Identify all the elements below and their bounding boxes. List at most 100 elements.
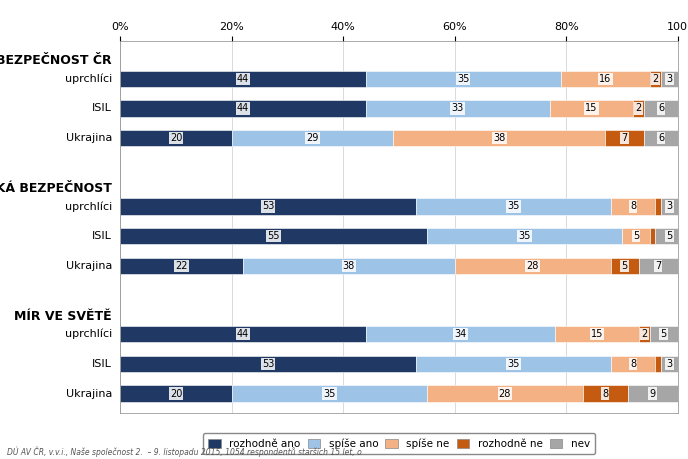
Bar xyxy=(656,198,661,215)
Text: 22: 22 xyxy=(175,261,188,271)
Bar xyxy=(365,100,550,117)
Text: DÚ AV ČR, v.v.i., Naše společnost 2.  – 9. listopadu 2015, 1054 respondentů star: DÚ AV ČR, v.v.i., Naše společnost 2. – 9… xyxy=(7,446,362,457)
Bar xyxy=(611,198,656,215)
Bar xyxy=(550,100,633,117)
Bar xyxy=(232,130,394,146)
Bar xyxy=(120,356,416,372)
Text: 9: 9 xyxy=(649,388,656,398)
Text: 5: 5 xyxy=(622,261,628,271)
Bar xyxy=(622,228,650,244)
Bar xyxy=(649,71,661,87)
Text: Ukrajina: Ukrajina xyxy=(65,261,112,271)
Text: 44: 44 xyxy=(237,103,249,113)
Text: 38: 38 xyxy=(343,261,355,271)
Bar xyxy=(120,100,365,117)
Text: 38: 38 xyxy=(493,133,506,143)
Bar xyxy=(455,257,611,274)
Text: 2: 2 xyxy=(641,329,647,339)
Text: 6: 6 xyxy=(658,103,664,113)
Bar xyxy=(627,386,678,402)
Bar xyxy=(427,228,622,244)
Text: 53: 53 xyxy=(262,359,275,369)
Text: 34: 34 xyxy=(454,329,466,339)
Text: 35: 35 xyxy=(457,74,469,84)
Text: 16: 16 xyxy=(599,74,612,84)
Bar xyxy=(656,228,683,244)
Bar xyxy=(605,130,644,146)
Text: uprchlíci: uprchlíci xyxy=(65,73,112,84)
Text: 3: 3 xyxy=(666,359,672,369)
Text: 28: 28 xyxy=(499,388,511,398)
Legend: rozhodně ano, spíše ano, spíše ne, rozhodně ne, nev: rozhodně ano, spíše ano, spíše ne, rozho… xyxy=(203,433,595,454)
Text: 8: 8 xyxy=(602,388,608,398)
Bar xyxy=(365,326,555,342)
Text: 20: 20 xyxy=(170,388,182,398)
Bar xyxy=(394,130,605,146)
Bar xyxy=(583,386,627,402)
Text: ISIL: ISIL xyxy=(92,359,112,369)
Bar xyxy=(633,100,644,117)
Bar xyxy=(649,228,656,244)
Bar xyxy=(649,326,678,342)
Text: 8: 8 xyxy=(630,202,636,212)
Text: ISIL: ISIL xyxy=(92,103,112,113)
Text: 15: 15 xyxy=(585,103,597,113)
Bar xyxy=(661,356,678,372)
Text: 29: 29 xyxy=(306,133,319,143)
Text: 5: 5 xyxy=(666,231,672,241)
Bar xyxy=(611,356,656,372)
Bar xyxy=(232,386,427,402)
Text: 2: 2 xyxy=(636,103,642,113)
Text: 35: 35 xyxy=(507,359,519,369)
Text: 35: 35 xyxy=(507,202,519,212)
Bar xyxy=(120,130,232,146)
Text: 55: 55 xyxy=(268,231,280,241)
Bar xyxy=(661,198,678,215)
Bar xyxy=(638,326,649,342)
Bar xyxy=(120,228,427,244)
Text: 20: 20 xyxy=(170,133,182,143)
Bar xyxy=(561,71,649,87)
Text: 33: 33 xyxy=(451,103,464,113)
Text: 15: 15 xyxy=(591,329,603,339)
Bar xyxy=(120,198,416,215)
Text: 3: 3 xyxy=(666,74,672,84)
Text: uprchlíci: uprchlíci xyxy=(65,201,112,212)
Bar xyxy=(644,100,678,117)
Text: 5: 5 xyxy=(633,231,639,241)
Text: ISIL: ISIL xyxy=(92,231,112,241)
Text: MÍR VE SVĚTĚ: MÍR VE SVĚTĚ xyxy=(14,310,112,323)
Text: 7: 7 xyxy=(655,261,661,271)
Bar xyxy=(120,386,232,402)
Bar xyxy=(120,326,365,342)
Text: Ukrajina: Ukrajina xyxy=(65,388,112,398)
Bar xyxy=(416,198,611,215)
Bar xyxy=(644,130,678,146)
Text: 53: 53 xyxy=(262,202,275,212)
Text: 35: 35 xyxy=(518,231,530,241)
Text: 2: 2 xyxy=(652,74,658,84)
Text: uprchlíci: uprchlíci xyxy=(65,329,112,339)
Bar xyxy=(661,71,678,87)
Bar xyxy=(416,356,611,372)
Bar xyxy=(120,257,243,274)
Text: 44: 44 xyxy=(237,329,249,339)
Text: 6: 6 xyxy=(658,133,664,143)
Text: OPSKÁ BEZPEČNOST: OPSKÁ BEZPEČNOST xyxy=(0,182,112,195)
Text: Ukrajina: Ukrajina xyxy=(65,133,112,143)
Text: 3: 3 xyxy=(666,202,672,212)
Bar xyxy=(656,356,661,372)
Text: 44: 44 xyxy=(237,74,249,84)
Bar xyxy=(243,257,455,274)
Bar xyxy=(365,71,561,87)
Bar xyxy=(120,71,365,87)
Bar xyxy=(611,257,638,274)
Bar xyxy=(638,257,678,274)
Bar xyxy=(427,386,583,402)
Text: 35: 35 xyxy=(323,388,336,398)
Text: 7: 7 xyxy=(622,133,628,143)
Text: 28: 28 xyxy=(526,261,539,271)
Text: 5: 5 xyxy=(660,329,667,339)
Text: 8: 8 xyxy=(630,359,636,369)
Bar xyxy=(555,326,638,342)
